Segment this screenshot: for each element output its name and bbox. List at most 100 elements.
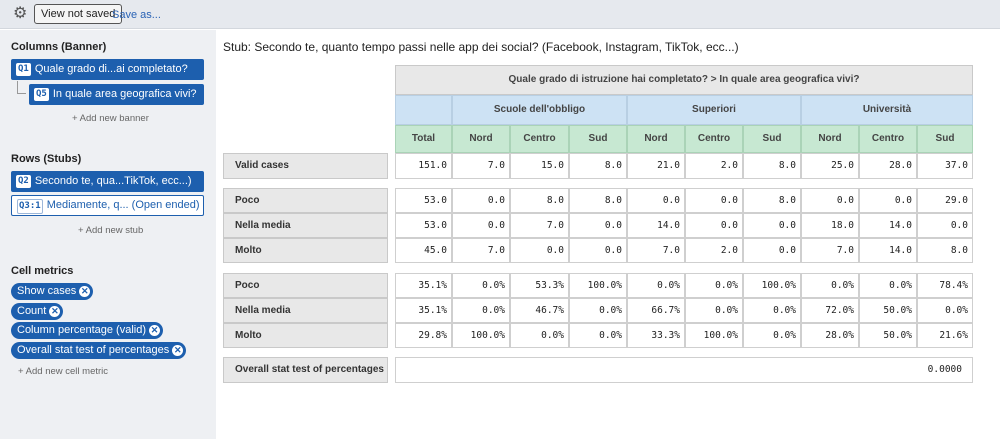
percentage-row-cell: 35.1% xyxy=(395,273,452,298)
banner-item-q5[interactable]: Q5 In quale area geografica vivi? xyxy=(29,84,204,105)
count-row-cell: 7.0 xyxy=(801,238,859,263)
percentage-row-cell: 0.0% xyxy=(569,323,627,348)
column-header: Nord xyxy=(801,125,859,153)
close-icon[interactable]: ✕ xyxy=(49,306,61,317)
percentage-row-cell: 50.0% xyxy=(859,298,917,323)
percentage-row-cell: 0.0% xyxy=(801,273,859,298)
group-header: Università xyxy=(801,95,973,125)
question-tag: Q3:1 xyxy=(17,199,43,214)
group-header: Superiori xyxy=(627,95,801,125)
row-label-overall-stat-test: Overall stat test of percentages xyxy=(223,357,388,383)
count-row-cell: 0.0 xyxy=(917,213,973,238)
question-tag: Q5 xyxy=(34,88,49,101)
view-not-saved-button[interactable]: View not saved xyxy=(34,4,123,24)
count-row-cell: 0.0 xyxy=(685,213,743,238)
percentage-row-cell: 21.6% xyxy=(917,323,973,348)
percentage-row-cell: 100.0% xyxy=(685,323,743,348)
banner-header: Quale grado di istruzione hai completato… xyxy=(395,65,973,95)
count-row-cell: 0.0 xyxy=(801,188,859,213)
count-row-cell: 8.0 xyxy=(569,188,627,213)
sidebar: Columns (Banner) Q1 Quale grado di...ai c… xyxy=(0,30,216,439)
valid-cases-cell: 25.0 xyxy=(801,153,859,179)
percentage-row-cell: 0.0% xyxy=(510,323,569,348)
valid-cases-cell: 2.0 xyxy=(685,153,743,179)
count-row-cell: 7.0 xyxy=(627,238,685,263)
top-toolbar: ⚙ View not saved Save as... xyxy=(0,0,1000,29)
count-row-cell: 14.0 xyxy=(859,213,917,238)
metrics-section-title: Cell metrics xyxy=(11,265,74,277)
count-row-cell: 0.0 xyxy=(569,213,627,238)
metric-label: Overall stat test of percentages xyxy=(17,344,170,356)
metric-chip-column-percentage[interactable]: Column percentage (valid) ✕ xyxy=(11,322,164,339)
metric-chip-count[interactable]: Count ✕ xyxy=(11,303,64,320)
row-label-percentage: Molto xyxy=(223,323,388,348)
count-row-cell: 8.0 xyxy=(743,188,801,213)
column-header: Nord xyxy=(452,125,510,153)
count-row-cell: 0.0 xyxy=(685,188,743,213)
percentage-row-cell: 29.8% xyxy=(395,323,452,348)
valid-cases-cell: 8.0 xyxy=(569,153,627,179)
count-row-cell: 0.0 xyxy=(859,188,917,213)
percentage-row-cell: 100.0% xyxy=(569,273,627,298)
percentage-row-cell: 0.0% xyxy=(917,298,973,323)
banner-item-label: In quale area geografica vivi? xyxy=(52,88,197,100)
count-row-cell: 7.0 xyxy=(510,213,569,238)
percentage-row-cell: 0.0% xyxy=(859,273,917,298)
valid-cases-cell: 28.0 xyxy=(859,153,917,179)
count-row-cell: 0.0 xyxy=(627,188,685,213)
percentage-row-cell: 100.0% xyxy=(452,323,510,348)
group-header: Scuole dell'obbligo xyxy=(452,95,627,125)
percentage-row-cell: 0.0% xyxy=(452,298,510,323)
metric-label: Show cases xyxy=(17,285,77,297)
percentage-row-cell: 100.0% xyxy=(743,273,801,298)
count-row-cell: 2.0 xyxy=(685,238,743,263)
add-new-cell-metric-link[interactable]: + Add new cell metric xyxy=(18,366,109,377)
banner-item-label: Quale grado di...ai completato? xyxy=(34,63,188,75)
gear-icon[interactable]: ⚙ xyxy=(13,5,28,22)
percentage-row-cell: 0.0% xyxy=(743,323,801,348)
percentage-row-cell: 0.0% xyxy=(743,298,801,323)
count-row-cell: 8.0 xyxy=(510,188,569,213)
count-row-cell: 18.0 xyxy=(801,213,859,238)
stub-item-q2[interactable]: Q2 Secondo te, qua...TikTok, ecc...) xyxy=(11,171,204,192)
count-row-cell: 29.0 xyxy=(917,188,973,213)
percentage-row-cell: 46.7% xyxy=(510,298,569,323)
tree-connector xyxy=(17,81,26,94)
count-row-cell: 8.0 xyxy=(917,238,973,263)
count-row-cell: 53.0 xyxy=(395,213,452,238)
row-label-percentage: Poco xyxy=(223,273,388,298)
close-icon[interactable]: ✕ xyxy=(172,345,184,356)
add-new-banner-link[interactable]: + Add new banner xyxy=(72,113,149,124)
row-label-percentage: Nella media xyxy=(223,298,388,323)
close-icon[interactable]: ✕ xyxy=(79,286,91,297)
percentage-row-cell: 0.0% xyxy=(569,298,627,323)
percentage-row-cell: 78.4% xyxy=(917,273,973,298)
percentage-row-cell: 66.7% xyxy=(627,298,685,323)
add-new-stub-link[interactable]: + Add new stub xyxy=(78,225,144,236)
percentage-row-cell: 33.3% xyxy=(627,323,685,348)
close-icon[interactable]: ✕ xyxy=(149,325,161,336)
stub-item-label: Secondo te, qua...TikTok, ecc...) xyxy=(34,175,192,187)
percentage-row-cell: 0.0% xyxy=(685,273,743,298)
question-tag: Q2 xyxy=(16,175,31,188)
valid-cases-cell: 8.0 xyxy=(743,153,801,179)
percentage-row-cell: 72.0% xyxy=(801,298,859,323)
row-label-count: Molto xyxy=(223,238,388,263)
column-header: Centro xyxy=(510,125,569,153)
count-row-cell: 0.0 xyxy=(569,238,627,263)
count-row-cell: 53.0 xyxy=(395,188,452,213)
percentage-row-cell: 0.0% xyxy=(452,273,510,298)
stub-title: Stub: Secondo te, quanto tempo passi nel… xyxy=(223,40,739,54)
save-as-link[interactable]: Save as... xyxy=(112,9,161,21)
banner-item-q1[interactable]: Q1 Quale grado di...ai completato? xyxy=(11,59,204,80)
percentage-row-cell: 35.1% xyxy=(395,298,452,323)
stub-item-q3-1[interactable]: Q3:1 Mediamente, q... (Open ended) xyxy=(11,195,204,216)
metric-chip-overall-stat-test[interactable]: Overall stat test of percentages ✕ xyxy=(11,342,187,359)
count-row-cell: 0.0 xyxy=(452,188,510,213)
column-header: Sud xyxy=(743,125,801,153)
metric-chip-show-cases[interactable]: Show cases ✕ xyxy=(11,283,94,300)
percentage-row-cell: 0.0% xyxy=(685,298,743,323)
rows-section-title: Rows (Stubs) xyxy=(11,153,82,165)
count-row-cell: 0.0 xyxy=(743,238,801,263)
row-label-count: Nella media xyxy=(223,213,388,238)
